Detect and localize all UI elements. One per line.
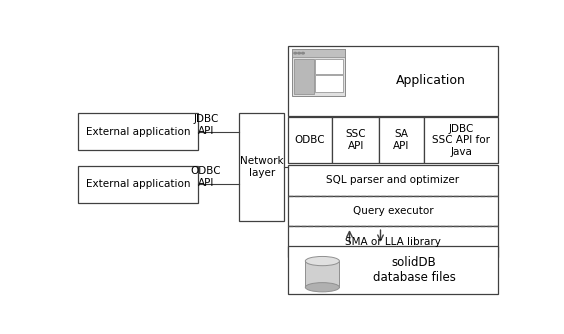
Bar (424, 117, 499, 163)
Text: SMA or LLA library: SMA or LLA library (345, 237, 441, 247)
Text: SSC
API: SSC API (345, 129, 366, 151)
Bar (292, 49, 345, 96)
Bar (315, 58, 343, 74)
Circle shape (302, 52, 305, 54)
Bar (288, 196, 499, 226)
Bar (294, 58, 314, 94)
Text: ODBC
API: ODBC API (191, 166, 222, 188)
Polygon shape (305, 261, 340, 287)
Bar (288, 246, 499, 294)
Bar (292, 49, 345, 57)
Circle shape (298, 52, 301, 54)
Text: SQL parser and optimizer: SQL parser and optimizer (327, 175, 460, 185)
Text: External application: External application (86, 179, 191, 189)
Bar (332, 117, 379, 163)
Circle shape (294, 52, 297, 54)
Text: ODBC: ODBC (294, 135, 325, 145)
Text: External application: External application (86, 127, 191, 137)
Text: Query executor: Query executor (352, 206, 433, 216)
Bar (240, 113, 284, 221)
Text: Application: Application (396, 74, 466, 88)
Text: SA
API: SA API (393, 129, 409, 151)
Ellipse shape (305, 283, 340, 292)
Text: JDBC
API: JDBC API (193, 114, 219, 136)
Bar (315, 75, 343, 92)
Bar (288, 46, 499, 116)
Bar (78, 166, 199, 202)
Bar (288, 117, 332, 163)
Bar (78, 113, 199, 150)
Text: JDBC
SSC API for
Java: JDBC SSC API for Java (432, 124, 490, 157)
Bar (288, 165, 499, 196)
Ellipse shape (305, 257, 340, 266)
Text: Network
layer: Network layer (240, 156, 284, 178)
Bar (288, 226, 499, 257)
Bar (379, 117, 424, 163)
Text: solidDB
database files: solidDB database files (373, 256, 455, 284)
